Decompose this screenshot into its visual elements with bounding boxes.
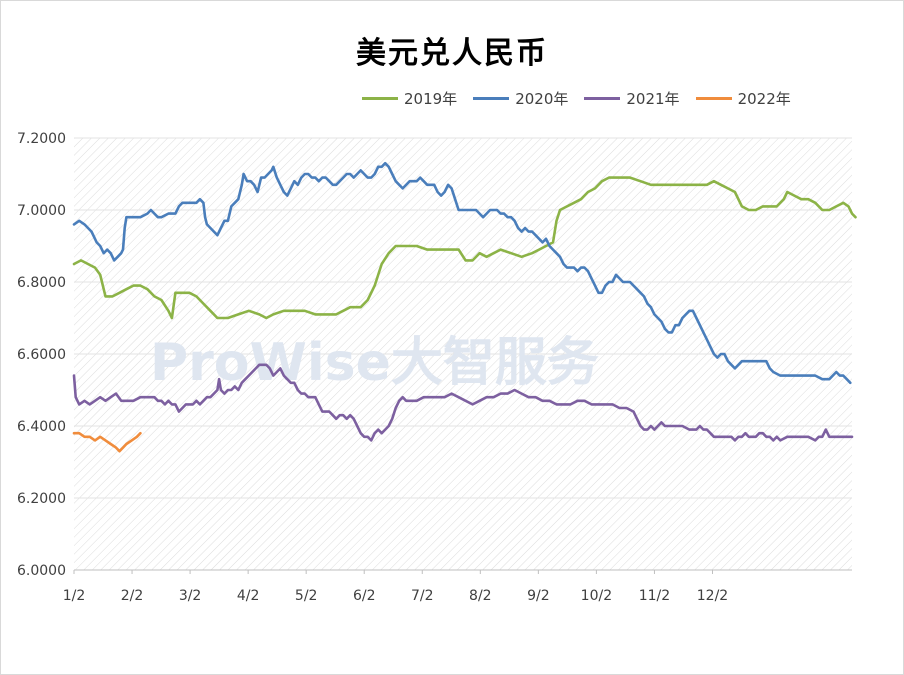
legend-swatch-2022 (695, 96, 732, 100)
x-tick-label: 12/2 (697, 588, 728, 604)
x-tick-label: 6/2 (353, 588, 376, 604)
chart-legend: 2019年 2020年 2021年 2022年 (362, 88, 807, 108)
x-tick-label: 2/2 (121, 588, 144, 604)
x-tick-label: 9/2 (527, 588, 550, 604)
legend-item-2020: 2020年 (473, 88, 568, 109)
x-tick-label: 1/2 (63, 588, 86, 604)
series-line-1 (72, 176, 857, 320)
legend-label-2020: 2020年 (515, 89, 569, 108)
legend-label-2022: 2022年 (737, 89, 791, 108)
chart-title: 美元兑人民币 (356, 36, 548, 71)
legend-item-2021: 2021年 (584, 88, 680, 109)
x-tick-label: 3/2 (179, 588, 202, 604)
x-tick-label: 8/2 (469, 588, 492, 604)
y-tick-label: 7.0000 (17, 203, 66, 219)
legend-item-2019: 2019年 (362, 88, 457, 109)
legend-label-2021: 2021年 (626, 89, 680, 108)
y-tick-label: 6.4000 (17, 419, 66, 435)
legend-swatch-2020 (473, 96, 510, 100)
series-line-2 (72, 161, 852, 385)
axes-layer: 6.0000 6.2000 6.4000 6.6000 6.8000 7.0000 7.20… (17, 131, 852, 604)
legend-swatch-2019 (362, 96, 398, 100)
y-tick-label: 6.0000 (17, 563, 66, 579)
y-tick-label: 6.6000 (17, 347, 66, 363)
legend-item-2022: 2022年 (695, 88, 791, 109)
x-tick-label: 11/2 (639, 588, 670, 604)
series-line-4 (72, 431, 142, 453)
y-tick-label: 6.8000 (17, 275, 66, 291)
gridlines (74, 137, 852, 571)
series-layer (72, 161, 857, 453)
x-tick-label: 10/2 (581, 588, 612, 604)
watermark: ProWise大智服务 (150, 333, 599, 393)
x-tick-label: 4/2 (237, 588, 260, 604)
y-tick-label: 7.2000 (17, 131, 66, 147)
legend-swatch-2021 (584, 96, 621, 100)
x-tick-label: 5/2 (295, 588, 318, 604)
y-tick-label: 6.2000 (17, 491, 66, 507)
x-tick-label: 7/2 (411, 588, 434, 604)
series-line-3 (72, 363, 854, 442)
legend-label-2019: 2019年 (404, 89, 458, 108)
